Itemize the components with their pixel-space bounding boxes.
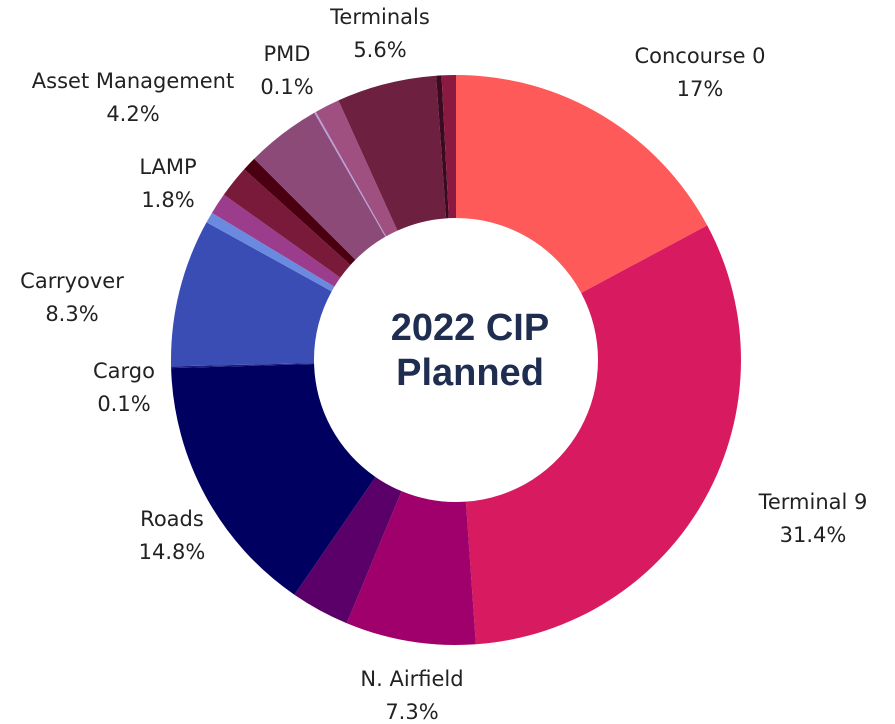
slice-label: N. Airfield: [360, 667, 463, 691]
slice-value-label: 4.2%: [106, 102, 159, 126]
donut-slice: [346, 491, 476, 645]
slice-value-label: 0.1%: [260, 75, 313, 99]
slice-label: Concourse 0: [634, 44, 765, 68]
donut-slice: [294, 476, 402, 624]
slice-label: Cargo: [93, 359, 155, 383]
slice-value-label: 31.4%: [780, 523, 847, 547]
slice-label: LAMP: [139, 155, 196, 179]
donut-slice: [211, 194, 341, 287]
donut-slice: [338, 75, 447, 231]
donut-slice: [254, 112, 386, 260]
slice-label: Asset Management: [32, 69, 234, 93]
donut-slice: [465, 225, 741, 645]
slice-value-label: 8.3%: [45, 302, 98, 326]
donut-slice: [171, 364, 376, 595]
donut-slice: [456, 75, 708, 293]
slice-value-label: 7.3%: [385, 700, 438, 724]
donut-slice: [206, 212, 335, 292]
slice-value-label: 5.6%: [353, 38, 406, 62]
donut-slice: [441, 75, 456, 219]
slice-label: Terminal 9: [758, 490, 868, 514]
donut-slice: [315, 100, 398, 237]
slice-value-label: 0.1%: [97, 392, 150, 416]
chart-title: 2022 CIP Planned: [391, 307, 549, 394]
donut-slice: [436, 75, 449, 219]
donut-slice: [314, 111, 387, 237]
slice-label: PMD: [264, 42, 311, 66]
slice-label: Carryover: [20, 269, 124, 293]
donut-slice: [171, 363, 315, 369]
donut-slice: [171, 222, 332, 367]
slice-label: Roads: [140, 507, 204, 531]
slice-value-label: 1.8%: [141, 188, 194, 212]
donut-slice: [223, 169, 351, 278]
donut-slice: [244, 158, 356, 265]
slice-value-label: 17%: [677, 77, 724, 101]
slice-label: Terminals: [329, 5, 430, 29]
slice-value-label: 14.8%: [139, 540, 206, 564]
